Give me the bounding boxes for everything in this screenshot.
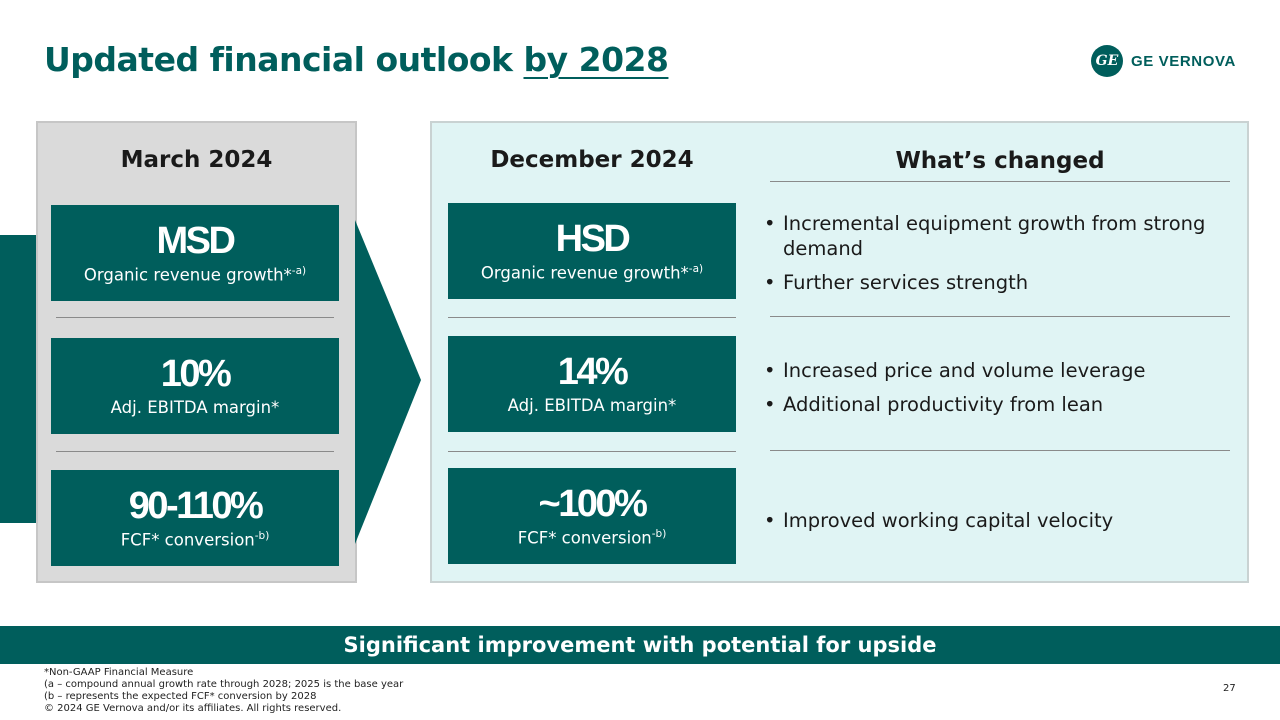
metric-label: FCF* conversion-b) <box>517 528 667 548</box>
metric-label: FCF* conversion-b) <box>120 530 270 550</box>
metric-value: ~100% <box>538 483 648 525</box>
metric-label: Adj. EBITDA margin* <box>507 396 677 415</box>
footnotes: *Non-GAAP Financial Measure (a – compoun… <box>44 667 403 715</box>
page-number: 27 <box>1223 683 1236 694</box>
page-title: Updated financial outlook by 2028 <box>44 40 669 79</box>
metric-value: 90-110% <box>128 485 264 527</box>
metric-card: MSD Organic revenue growth*-a) <box>51 205 339 301</box>
divider <box>770 316 1230 317</box>
divider <box>448 451 736 452</box>
list-item: Improved working capital velocity <box>764 508 1234 533</box>
metric-label: Organic revenue growth*-a) <box>83 265 307 285</box>
metric-value: 10% <box>160 353 232 395</box>
change-list: Incremental equipment growth from strong… <box>764 211 1234 304</box>
change-list: Increased price and volume leverage Addi… <box>764 358 1234 426</box>
ge-vernova-logo: GE GE VERNOVA <box>1091 45 1236 77</box>
change-list: Improved working capital velocity <box>764 508 1234 542</box>
metric-value: MSD <box>156 220 236 262</box>
list-item: Further services strength <box>764 270 1234 295</box>
chevron-arrow-icon <box>355 220 421 544</box>
footnote: (a – compound annual growth rate through… <box>44 679 404 690</box>
footnote: *Non-GAAP Financial Measure <box>44 667 194 678</box>
metric-card: 14% Adj. EBITDA margin* <box>448 336 736 432</box>
list-item: Increased price and volume leverage <box>764 358 1234 383</box>
divider <box>448 317 736 318</box>
december-heading: December 2024 <box>490 147 694 173</box>
metric-card: HSD Organic revenue growth*-a) <box>448 203 736 299</box>
title-main: Updated financial outlook <box>44 40 524 79</box>
divider <box>770 450 1230 451</box>
metric-value: HSD <box>555 218 631 260</box>
metric-card: 90-110% FCF* conversion-b) <box>51 470 339 566</box>
footnote: (b – represents the expected FCF* conver… <box>44 691 317 702</box>
metric-label: Adj. EBITDA margin* <box>110 398 280 417</box>
title-underlined: by 2028 <box>523 40 669 79</box>
whats-changed-heading: What’s changed <box>895 148 1105 174</box>
logo-text: GE VERNOVA <box>1131 52 1236 70</box>
divider <box>56 451 334 452</box>
divider <box>56 317 334 318</box>
metric-card: 10% Adj. EBITDA margin* <box>51 338 339 434</box>
metric-value: 14% <box>557 351 629 393</box>
ge-monogram-icon: GE <box>1091 45 1123 77</box>
metric-card: ~100% FCF* conversion-b) <box>448 468 736 564</box>
list-item: Additional productivity from lean <box>764 392 1234 417</box>
march-heading: March 2024 <box>120 147 273 173</box>
footnote: © 2024 GE Vernova and/or its affiliates.… <box>44 703 342 714</box>
metric-label: Organic revenue growth*-a) <box>480 263 704 283</box>
heading-underline <box>770 181 1230 182</box>
list-item: Incremental equipment growth from strong… <box>764 211 1234 261</box>
summary-banner: Significant improvement with potential f… <box>0 626 1280 664</box>
